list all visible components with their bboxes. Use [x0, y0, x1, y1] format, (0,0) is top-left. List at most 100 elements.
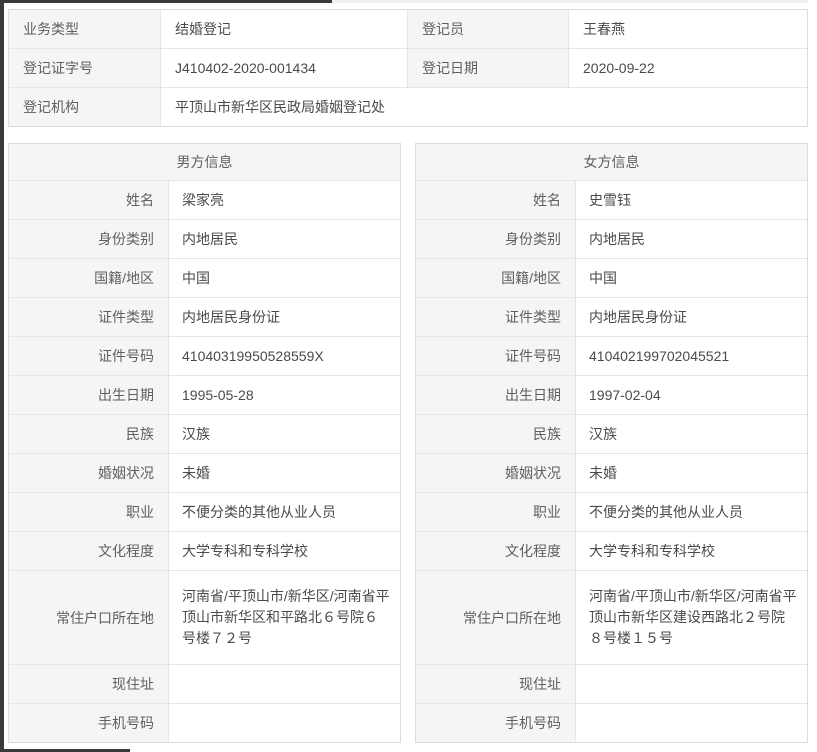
field-label: 证件类型 [9, 298, 169, 336]
business-type-value: 结婚登记 [160, 10, 407, 48]
table-row: 民族 汉族 [416, 414, 807, 453]
table-row: 现住址 [416, 664, 807, 703]
table-row: 国籍/地区 中国 [416, 258, 807, 297]
table-row: 婚姻状况 未婚 [416, 453, 807, 492]
field-value [169, 704, 400, 742]
table-row: 常住户口所在地 河南省/平顶山市/新华区/河南省平顶山市新华区建设西路北２号院８… [416, 570, 807, 664]
male-table-rows: 姓名 梁家亮 身份类别 内地居民 国籍/地区 中国 证件类型 内地居民身份证 [9, 180, 400, 742]
field-value: 中国 [182, 269, 210, 286]
field-label: 姓名 [416, 181, 576, 219]
crop-edge-bottom-dark [0, 749, 130, 752]
field-label: 职业 [416, 493, 576, 531]
table-row: 姓名 史雪钰 [416, 180, 807, 219]
field-value: 1997-02-04 [589, 386, 661, 403]
table-row: 手机号码 [9, 703, 400, 742]
table-row: 民族 汉族 [9, 414, 400, 453]
field-label: 婚姻状况 [9, 454, 169, 492]
registrar-value: 王春燕 [568, 10, 807, 48]
table-row: 职业 不便分类的其他从业人员 [416, 492, 807, 531]
table-row: 婚姻状况 未婚 [9, 453, 400, 492]
field-label: 国籍/地区 [9, 259, 169, 297]
table-row: 姓名 梁家亮 [9, 180, 400, 219]
crop-edge-top-dark [0, 0, 332, 3]
table-row: 出生日期 1997-02-04 [416, 375, 807, 414]
field-value: 大学专科和专科学校 [589, 542, 715, 559]
field-label: 民族 [9, 415, 169, 453]
field-value: 1995-05-28 [182, 386, 254, 403]
female-info-table: 女方信息 姓名 史雪钰 身份类别 内地居民 国籍/地区 中国 [415, 143, 808, 743]
field-label: 手机号码 [9, 704, 169, 742]
field-value: 未婚 [589, 464, 617, 481]
table-row: 文化程度 大学专科和专科学校 [9, 531, 400, 570]
field-value: 内地居民 [589, 230, 645, 247]
business-type-label: 业务类型 [9, 10, 160, 48]
table-row: 文化程度 大学专科和专科学校 [416, 531, 807, 570]
table-row: 证件号码 41040319950528559X [9, 336, 400, 375]
field-label: 婚姻状况 [416, 454, 576, 492]
table-row: 国籍/地区 中国 [9, 258, 400, 297]
crop-edge-top-gray [332, 0, 808, 3]
field-label: 证件号码 [416, 337, 576, 375]
male-table-title: 男方信息 [9, 144, 400, 180]
table-row: 业务类型 结婚登记 登记员 王春燕 [9, 10, 807, 48]
field-value: 41040319950528559X [182, 347, 324, 364]
table-row: 证件类型 内地居民身份证 [416, 297, 807, 336]
field-value: 内地居民身份证 [589, 308, 687, 325]
field-label: 身份类别 [9, 220, 169, 258]
field-value: 中国 [589, 269, 617, 286]
field-value: 汉族 [182, 425, 210, 442]
registrar-label: 登记员 [407, 10, 568, 48]
table-row: 身份类别 内地居民 [416, 219, 807, 258]
field-value: 内地居民 [182, 230, 238, 247]
field-label: 手机号码 [416, 704, 576, 742]
certificate-no-label: 登记证字号 [9, 49, 160, 87]
field-label: 证件类型 [416, 298, 576, 336]
field-label: 常住户口所在地 [9, 571, 169, 664]
female-table-title: 女方信息 [416, 144, 807, 180]
field-value: 大学专科和专科学校 [182, 542, 308, 559]
field-label: 出生日期 [416, 376, 576, 414]
table-row: 登记证字号 J410402-2020-001434 登记日期 2020-09-2… [9, 48, 807, 87]
registration-summary-table: 业务类型 结婚登记 登记员 王春燕 登记证字号 J410402-2020-001… [8, 9, 808, 127]
field-label: 证件号码 [9, 337, 169, 375]
field-label: 身份类别 [416, 220, 576, 258]
table-row: 出生日期 1995-05-28 [9, 375, 400, 414]
field-label: 文化程度 [9, 532, 169, 570]
table-row: 手机号码 [416, 703, 807, 742]
field-value [576, 665, 807, 703]
field-value [576, 704, 807, 742]
crop-edge-left [0, 0, 4, 752]
field-value: 内地居民身份证 [182, 308, 280, 325]
registration-agency-label: 登记机构 [9, 88, 160, 126]
table-row: 现住址 [9, 664, 400, 703]
certificate-no-value: J410402-2020-001434 [160, 49, 407, 87]
field-value: 410402199702045521 [589, 347, 730, 364]
field-value: 河南省/平顶山市/新华区/河南省平顶山市新华区建设西路北２号院８号楼１５号 [589, 588, 797, 646]
field-value: 汉族 [589, 425, 617, 442]
table-row: 证件类型 内地居民身份证 [9, 297, 400, 336]
field-label: 职业 [9, 493, 169, 531]
table-row: 登记机构 平顶山市新华区民政局婚姻登记处 [9, 87, 807, 126]
table-row: 职业 不便分类的其他从业人员 [9, 492, 400, 531]
field-label: 现住址 [9, 665, 169, 703]
field-value: 未婚 [182, 464, 210, 481]
field-label: 姓名 [9, 181, 169, 219]
field-value: 梁家亮 [182, 191, 224, 208]
field-label: 出生日期 [9, 376, 169, 414]
registration-date-label: 登记日期 [407, 49, 568, 87]
table-row: 证件号码 410402199702045521 [416, 336, 807, 375]
field-value: 不便分类的其他从业人员 [589, 503, 743, 520]
field-label: 文化程度 [416, 532, 576, 570]
registration-date-value: 2020-09-22 [568, 49, 807, 87]
field-label: 现住址 [416, 665, 576, 703]
field-value [169, 665, 400, 703]
field-label: 民族 [416, 415, 576, 453]
female-table-rows: 姓名 史雪钰 身份类别 内地居民 国籍/地区 中国 证件类型 内地居民身份证 [416, 180, 807, 742]
field-label: 国籍/地区 [416, 259, 576, 297]
field-value: 史雪钰 [589, 191, 631, 208]
registration-agency-value: 平顶山市新华区民政局婚姻登记处 [160, 88, 807, 126]
table-row: 常住户口所在地 河南省/平顶山市/新华区/河南省平顶山市新华区和平路北６号院６号… [9, 570, 400, 664]
field-value: 河南省/平顶山市/新华区/河南省平顶山市新华区和平路北６号院６号楼７２号 [182, 588, 390, 646]
field-label: 常住户口所在地 [416, 571, 576, 664]
